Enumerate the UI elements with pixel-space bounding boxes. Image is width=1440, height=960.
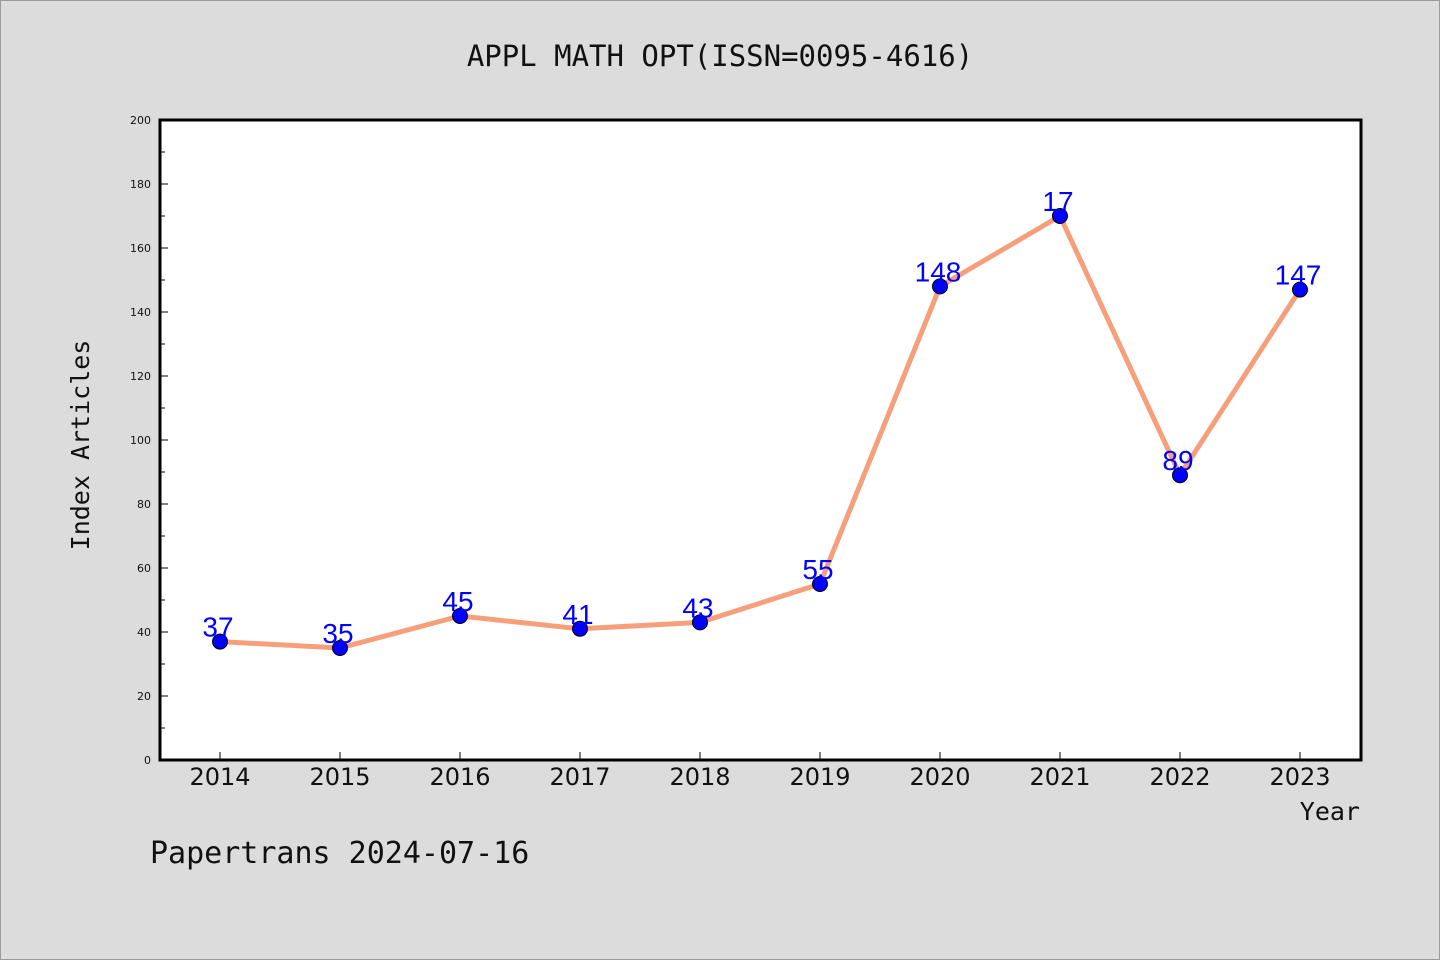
data-point-marker (212, 633, 228, 650)
x-tick-label: 2018 (669, 763, 730, 791)
data-point-marker (572, 620, 588, 637)
x-axis-title: Year (1300, 797, 1360, 826)
data-point-marker (1052, 208, 1068, 224)
x-tick-label: 2019 (789, 763, 850, 791)
x-axis: 2014 2015 2016 2017 2018 2019 2020 2021 2022 2023 (189, 752, 1331, 791)
data-point-marker (812, 576, 828, 592)
footer-source-date: Papertrans 2024-07-16 (150, 836, 529, 871)
y-tick-label: 0 (144, 754, 151, 767)
y-tick-label: 40 (137, 626, 151, 639)
chart-title: APPL MATH OPT(ISSN=0095-4616) (467, 39, 973, 73)
data-point-marker (692, 614, 708, 631)
x-tick-label: 2017 (549, 763, 610, 791)
data-value-label: 43 (682, 592, 713, 623)
y-axis: 0 20 40 60 80 100 120 140 160 180 200 (130, 114, 168, 767)
y-tick-label: 140 (130, 306, 151, 319)
data-value-label: 37 (202, 612, 233, 643)
data-value-label: 147 (1275, 260, 1322, 291)
data-point-marker (452, 608, 468, 624)
data-value-label: 55 (802, 554, 833, 585)
data-point-marker (332, 640, 348, 656)
x-tick-label: 2016 (429, 763, 490, 791)
data-value-label: 35 (322, 618, 353, 649)
y-tick-label: 60 (137, 562, 151, 575)
data-value-label: 41 (562, 599, 593, 630)
x-tick-label: 2022 (1149, 763, 1210, 791)
data-point-marker (1172, 467, 1188, 484)
series-line (217, 213, 1303, 651)
y-tick-label: 200 (130, 114, 151, 127)
y-axis-title: Index Articles (66, 340, 95, 551)
x-tick-label: 2014 (189, 763, 250, 791)
x-tick-label: 2020 (909, 763, 970, 791)
y-tick-label: 180 (130, 178, 151, 191)
plot-area (158, 118, 1363, 762)
data-point-marker (1292, 281, 1308, 298)
y-tick-label: 80 (137, 498, 151, 511)
data-value-label: 89 (1162, 445, 1193, 476)
x-tick-label: 2023 (1269, 763, 1330, 791)
y-tick-label: 20 (137, 690, 151, 703)
data-value-label: 17 (1042, 186, 1073, 217)
series-article-counts: 37 35 45 41 43 55 148 17 89 147 (202, 186, 1321, 656)
data-value-label: 45 (442, 586, 473, 617)
data-point-marker (932, 278, 948, 295)
y-tick-label: 100 (130, 434, 151, 447)
y-tick-label: 160 (130, 242, 151, 255)
x-tick-label: 2015 (309, 763, 370, 791)
data-value-label: 148 (915, 256, 962, 287)
y-tick-label: 120 (130, 370, 151, 383)
x-tick-label: 2021 (1029, 763, 1090, 791)
